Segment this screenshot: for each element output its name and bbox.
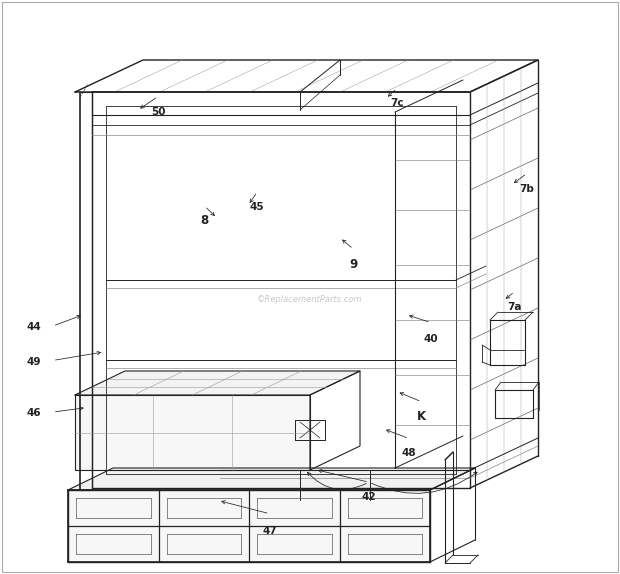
- Text: 50: 50: [151, 107, 166, 117]
- Polygon shape: [68, 468, 475, 490]
- Text: 7c: 7c: [390, 98, 404, 108]
- Text: 46: 46: [27, 408, 42, 418]
- Text: 47: 47: [262, 526, 277, 536]
- Polygon shape: [68, 490, 430, 562]
- Text: 44: 44: [27, 322, 42, 332]
- Text: 40: 40: [423, 333, 438, 344]
- Text: 9: 9: [349, 258, 358, 270]
- Text: 49: 49: [27, 356, 42, 367]
- Polygon shape: [75, 371, 360, 395]
- Polygon shape: [75, 395, 310, 470]
- Text: ©ReplacementParts.com: ©ReplacementParts.com: [257, 296, 363, 304]
- Text: K: K: [417, 410, 426, 422]
- Text: 8: 8: [200, 215, 209, 227]
- Text: 7b: 7b: [520, 184, 534, 195]
- Text: 7a: 7a: [507, 302, 522, 312]
- Text: 45: 45: [250, 201, 265, 212]
- Text: 42: 42: [361, 491, 376, 502]
- Text: 48: 48: [402, 448, 417, 459]
